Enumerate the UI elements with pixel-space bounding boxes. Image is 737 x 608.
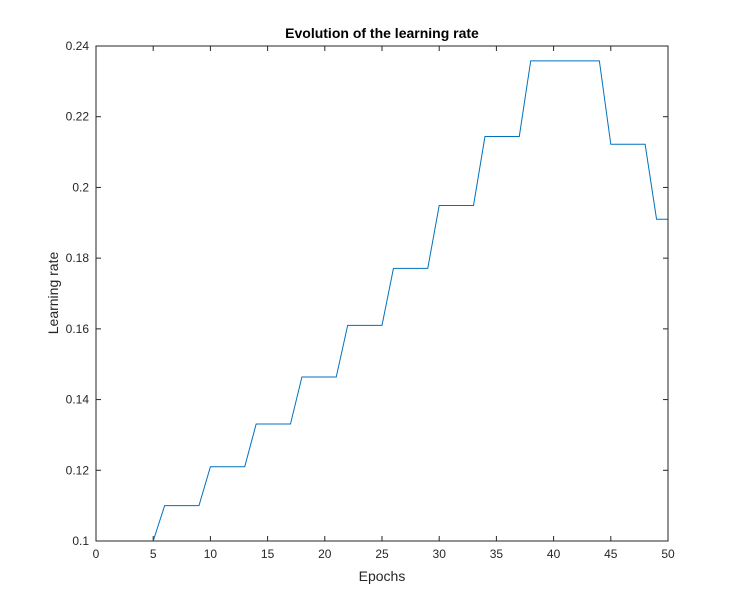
plot-area (96, 46, 668, 541)
y-tick-label: 0.22 (66, 110, 90, 124)
plot-box (95, 45, 669, 542)
y-tick-label: 0.18 (66, 251, 90, 265)
x-tick-label: 35 (490, 547, 504, 561)
x-tick-label: 15 (261, 547, 275, 561)
x-tick-label: 25 (375, 547, 389, 561)
x-tick-label: 5 (150, 547, 157, 561)
x-tick-label: 20 (318, 547, 332, 561)
y-axis-label: Learning rate (45, 252, 61, 335)
x-axis-ticks: 0 5 10 15 20 25 30 35 40 45 50 (93, 46, 675, 561)
y-tick-label: 0.24 (66, 39, 90, 53)
y-tick-label: 0.1 (72, 534, 89, 548)
x-tick-label: 30 (433, 547, 447, 561)
x-tick-label: 0 (93, 547, 100, 561)
chart-title: Evolution of the learning rate (285, 25, 479, 41)
y-tick-label: 0.2 (72, 180, 89, 194)
learning-rate-series-line (107, 60, 668, 542)
y-tick-label: 0.12 (66, 463, 90, 477)
x-tick-label: 45 (604, 547, 618, 561)
series-layer (107, 60, 668, 542)
x-tick-label: 10 (204, 547, 218, 561)
x-axis-label: Epochs (359, 568, 406, 584)
y-axis-ticks: 0.1 0.12 0.14 0.16 0.18 0.2 0.22 0.24 (66, 39, 668, 548)
x-tick-label: 40 (547, 547, 561, 561)
y-tick-label: 0.16 (66, 322, 90, 336)
x-tick-label: 50 (661, 547, 675, 561)
y-tick-label: 0.14 (66, 393, 90, 407)
